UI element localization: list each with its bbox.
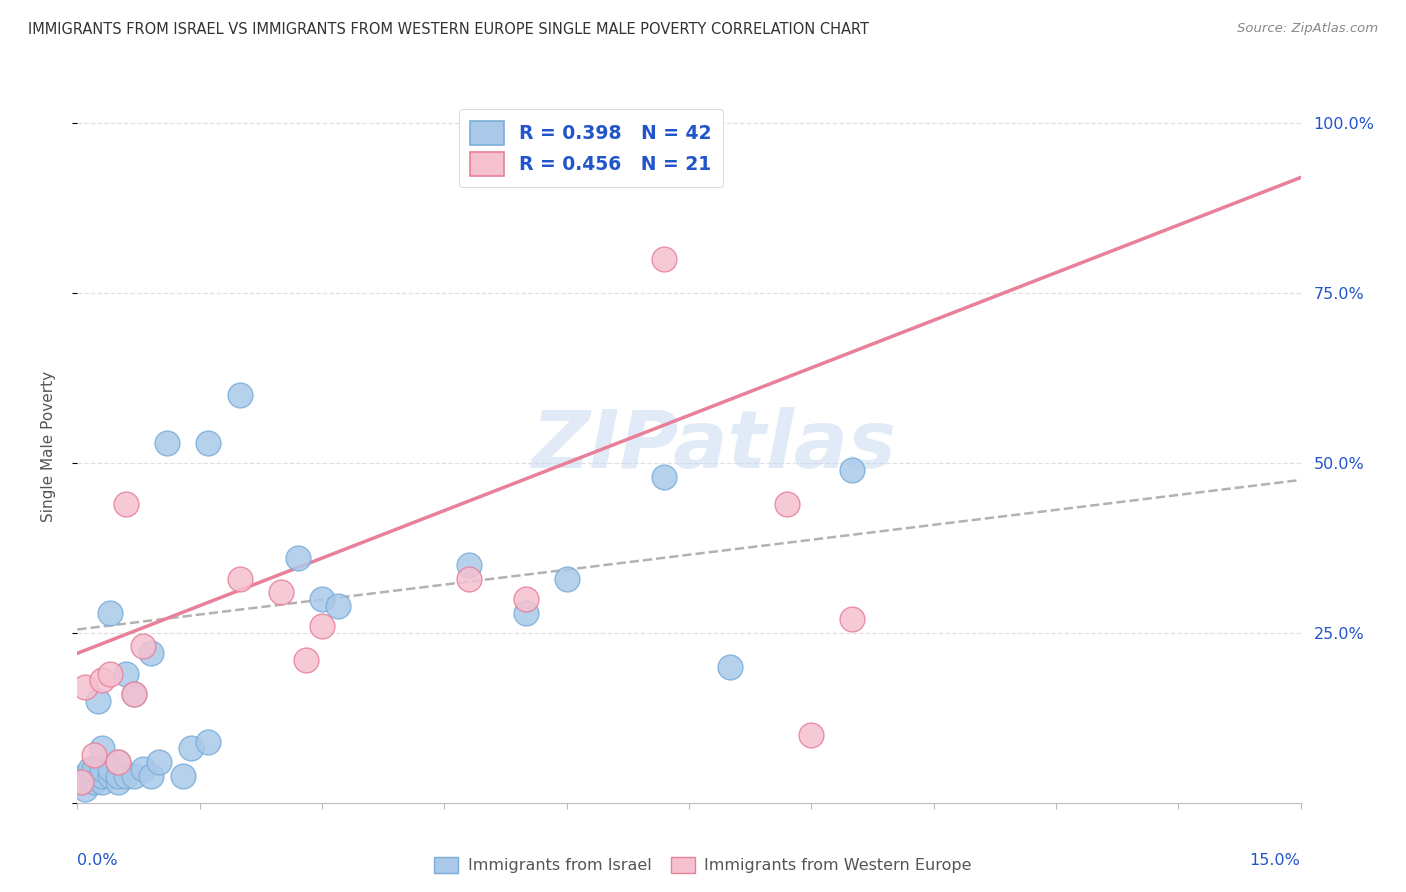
Point bbox=[654, 469, 676, 483]
Point bbox=[229, 388, 252, 402]
Point bbox=[328, 599, 350, 613]
Text: ZIPatlas: ZIPatlas bbox=[531, 407, 896, 485]
Point bbox=[87, 694, 110, 708]
Point bbox=[83, 762, 105, 776]
Point bbox=[107, 775, 129, 789]
Point bbox=[596, 116, 619, 130]
Point bbox=[75, 680, 97, 694]
Point bbox=[131, 640, 153, 654]
Point bbox=[90, 673, 112, 688]
Point bbox=[107, 755, 129, 769]
Point bbox=[90, 769, 112, 783]
Point bbox=[197, 435, 219, 450]
Point bbox=[270, 585, 292, 599]
Text: Source: ZipAtlas.com: Source: ZipAtlas.com bbox=[1237, 22, 1378, 36]
Point bbox=[841, 463, 863, 477]
Point bbox=[75, 782, 97, 797]
Point bbox=[107, 755, 129, 769]
Point bbox=[124, 687, 146, 701]
Point bbox=[73, 769, 96, 783]
Point bbox=[555, 116, 578, 130]
Point bbox=[180, 741, 202, 756]
Point bbox=[70, 775, 93, 789]
Text: IMMIGRANTS FROM ISRAEL VS IMMIGRANTS FROM WESTERN EUROPE SINGLE MALE POVERTY COR: IMMIGRANTS FROM ISRAEL VS IMMIGRANTS FRO… bbox=[28, 22, 869, 37]
Point bbox=[515, 606, 537, 620]
Point bbox=[197, 734, 219, 748]
Point bbox=[83, 769, 105, 783]
Point bbox=[294, 653, 316, 667]
Point bbox=[229, 572, 252, 586]
Point bbox=[457, 572, 479, 586]
Point bbox=[718, 660, 741, 674]
Point bbox=[124, 687, 146, 701]
Point bbox=[75, 769, 97, 783]
Point bbox=[515, 591, 537, 606]
Point bbox=[90, 762, 112, 776]
Point bbox=[83, 748, 105, 763]
Point bbox=[841, 612, 863, 626]
Point bbox=[555, 572, 578, 586]
Point bbox=[139, 646, 162, 660]
Point bbox=[70, 775, 93, 789]
Point bbox=[654, 252, 676, 266]
Text: 15.0%: 15.0% bbox=[1250, 853, 1301, 868]
Text: 0.0%: 0.0% bbox=[77, 853, 118, 868]
Y-axis label: Single Male Poverty: Single Male Poverty bbox=[42, 370, 56, 522]
Legend: R = 0.398   N = 42, R = 0.456   N = 21: R = 0.398 N = 42, R = 0.456 N = 21 bbox=[460, 110, 723, 187]
Point bbox=[800, 728, 823, 742]
Point bbox=[98, 762, 121, 776]
Point bbox=[156, 435, 179, 450]
Point bbox=[311, 619, 333, 633]
Legend: Immigrants from Israel, Immigrants from Western Europe: Immigrants from Israel, Immigrants from … bbox=[427, 850, 979, 880]
Point bbox=[79, 762, 101, 776]
Point bbox=[287, 551, 309, 566]
Point bbox=[115, 666, 138, 681]
Point bbox=[90, 775, 112, 789]
Point bbox=[139, 769, 162, 783]
Point bbox=[115, 769, 138, 783]
Point bbox=[90, 741, 112, 756]
Point bbox=[83, 775, 105, 789]
Point bbox=[107, 769, 129, 783]
Point bbox=[98, 769, 121, 783]
Point bbox=[115, 497, 138, 511]
Point bbox=[98, 606, 121, 620]
Point bbox=[131, 762, 153, 776]
Point bbox=[311, 591, 333, 606]
Point bbox=[98, 666, 121, 681]
Point bbox=[776, 497, 799, 511]
Point bbox=[148, 755, 170, 769]
Point bbox=[124, 769, 146, 783]
Point bbox=[457, 558, 479, 572]
Point bbox=[172, 769, 194, 783]
